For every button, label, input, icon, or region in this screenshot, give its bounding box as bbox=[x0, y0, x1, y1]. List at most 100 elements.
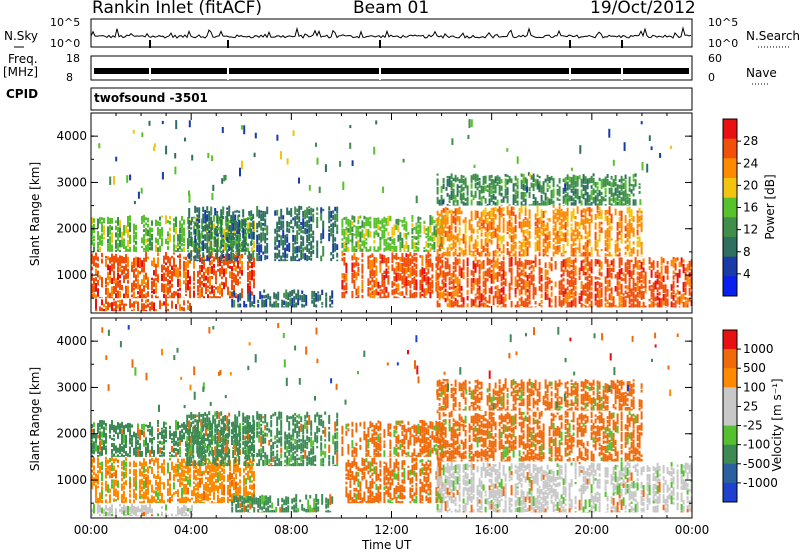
heatmap-cell bbox=[564, 232, 567, 242]
heatmap-cell bbox=[155, 457, 157, 463]
heatmap-cell bbox=[474, 239, 477, 250]
heatmap-cell bbox=[470, 199, 473, 206]
heatmap-cell bbox=[93, 238, 95, 242]
heatmap-cell bbox=[247, 445, 249, 448]
heatmap-cell bbox=[598, 259, 601, 267]
heatmap-cell bbox=[234, 465, 237, 467]
heatmap-cell bbox=[117, 459, 119, 463]
heatmap-cell bbox=[403, 450, 406, 454]
heatmap-cell bbox=[411, 219, 414, 222]
heatmap-cell bbox=[678, 261, 681, 268]
heatmap-cell bbox=[313, 509, 316, 513]
heatmap-cell bbox=[452, 183, 455, 188]
heatmap-cell bbox=[377, 434, 380, 442]
heatmap-cell bbox=[317, 498, 320, 505]
heatmap-cell bbox=[365, 217, 368, 227]
heatmap-cell bbox=[101, 471, 103, 482]
heatmap-cell bbox=[274, 246, 277, 250]
heatmap-cell bbox=[341, 238, 344, 241]
heatmap-cell bbox=[155, 475, 157, 479]
heatmap-cell bbox=[163, 466, 165, 476]
heatmap-cell bbox=[233, 273, 235, 277]
heatmap-cell bbox=[546, 235, 549, 241]
heatmap-cell bbox=[198, 207, 201, 219]
heatmap-cell bbox=[452, 301, 455, 308]
heatmap-cell bbox=[169, 275, 171, 279]
heatmap-cell bbox=[421, 283, 424, 293]
heatmap-cell bbox=[211, 259, 213, 265]
heatmap-cell bbox=[431, 274, 434, 279]
heatmap-cell bbox=[590, 266, 593, 274]
heatmap-cell bbox=[215, 479, 217, 483]
heatmap-speckle bbox=[161, 172, 164, 180]
heatmap-cell bbox=[200, 419, 203, 427]
heatmap-cell bbox=[464, 502, 467, 512]
heatmap-cell bbox=[161, 237, 163, 247]
heatmap-cell bbox=[588, 229, 591, 237]
heatmap-cell bbox=[490, 259, 493, 264]
heatmap-cell bbox=[522, 505, 525, 513]
heatmap-cell bbox=[239, 292, 242, 301]
heatmap-cell bbox=[484, 207, 487, 215]
heatmap-cell bbox=[206, 423, 209, 429]
heatmap-cell bbox=[275, 293, 278, 300]
heatmap-cell bbox=[185, 290, 187, 293]
heatmap-cell bbox=[179, 292, 181, 299]
heatmap-cell bbox=[117, 226, 119, 232]
heatmap-cell bbox=[262, 434, 265, 444]
heatmap-cell bbox=[143, 303, 145, 312]
heatmap-cell bbox=[460, 210, 463, 215]
heatmap-cell bbox=[393, 425, 396, 429]
heatmap-cell bbox=[253, 240, 255, 249]
heatmap-cell bbox=[510, 476, 513, 481]
heatmap-cell bbox=[536, 228, 539, 238]
heatmap-cell bbox=[105, 499, 107, 504]
heatmap-cell bbox=[199, 478, 201, 488]
heatmap-cell bbox=[247, 430, 249, 441]
heatmap-cell bbox=[456, 464, 459, 470]
heatmap-cell bbox=[288, 210, 291, 216]
heatmap-cell bbox=[498, 226, 501, 233]
heatmap-cell bbox=[624, 262, 627, 273]
heatmap-cell bbox=[147, 442, 149, 454]
heatmap-cell bbox=[115, 232, 117, 238]
heatmap-cell bbox=[332, 435, 335, 445]
heatmap-cell bbox=[488, 198, 491, 206]
heatmap-cell bbox=[488, 252, 491, 257]
heatmap-cell bbox=[123, 225, 125, 236]
heatmap-cell bbox=[448, 291, 451, 297]
heatmap-cell bbox=[466, 487, 469, 496]
heatmap-cell bbox=[644, 288, 647, 294]
heatmap-cell bbox=[131, 424, 133, 428]
heatmap-cell bbox=[207, 458, 209, 461]
heatmap-cell bbox=[377, 486, 380, 494]
heatmap-cell bbox=[660, 266, 663, 275]
heatmap-cell bbox=[379, 237, 382, 241]
heatmap-cell bbox=[614, 243, 617, 254]
heatmap-cell bbox=[514, 256, 517, 266]
heatmap-cell bbox=[562, 224, 565, 229]
heatmap-cell bbox=[302, 230, 305, 234]
heatmap-cell bbox=[332, 222, 335, 234]
heatmap-cell bbox=[389, 450, 392, 453]
heatmap-cell bbox=[610, 182, 613, 187]
heatmap-cell bbox=[612, 179, 615, 188]
heatmap-cell bbox=[217, 256, 219, 264]
heatmap-cell bbox=[534, 306, 537, 308]
heatmap-cell bbox=[688, 298, 691, 302]
heatmap-cell bbox=[512, 194, 515, 206]
heatmap-cell bbox=[520, 462, 523, 468]
heatmap-cell bbox=[296, 431, 299, 439]
heatmap-cell bbox=[191, 505, 193, 512]
heatmap-cell bbox=[510, 216, 513, 221]
heatmap-cell bbox=[496, 199, 499, 206]
heatmap-cell bbox=[524, 235, 527, 241]
heatmap-cell bbox=[222, 244, 225, 247]
heatmap-cell bbox=[187, 508, 189, 512]
ytick-label: 1000 bbox=[56, 268, 87, 282]
heatmap-cell bbox=[219, 460, 221, 464]
heatmap-cell bbox=[227, 460, 229, 463]
heatmap-cell bbox=[267, 497, 270, 505]
heatmap-cell bbox=[161, 227, 163, 237]
heatmap-cell bbox=[441, 279, 444, 285]
